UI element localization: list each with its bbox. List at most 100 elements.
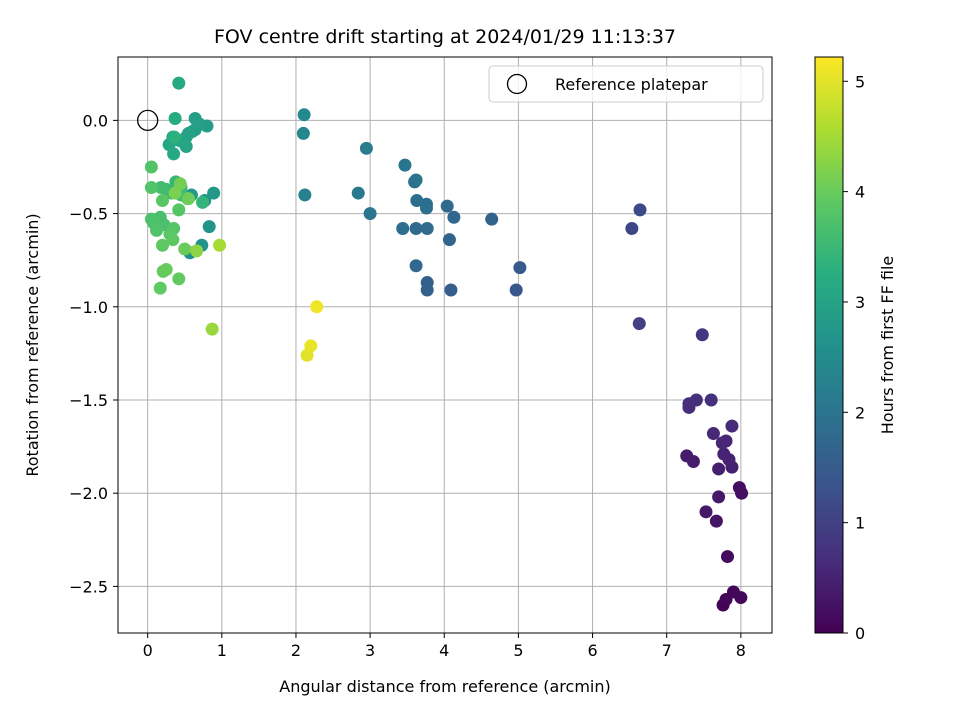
data-point bbox=[440, 199, 454, 213]
data-point bbox=[409, 221, 423, 235]
data-point bbox=[178, 242, 192, 256]
grid-lines bbox=[118, 57, 772, 633]
data-point bbox=[159, 263, 173, 277]
x-tick-label: 8 bbox=[736, 641, 746, 660]
colorbar-tick-label: 1 bbox=[855, 514, 865, 533]
data-point bbox=[725, 419, 739, 433]
data-point bbox=[155, 194, 169, 208]
data-point bbox=[154, 180, 168, 194]
data-point bbox=[144, 180, 158, 194]
data-point bbox=[202, 220, 216, 234]
data-point bbox=[190, 244, 204, 258]
colorbar: 0 1 2 3 4 5 Hours from first FF file bbox=[814, 56, 897, 643]
data-point bbox=[166, 233, 180, 247]
x-tick-label: 4 bbox=[439, 641, 449, 660]
data-point bbox=[359, 141, 373, 155]
data-point bbox=[144, 160, 158, 174]
data-point bbox=[310, 300, 324, 314]
data-point bbox=[447, 210, 461, 224]
data-point bbox=[409, 173, 423, 187]
data-point bbox=[420, 276, 434, 290]
data-point bbox=[196, 195, 210, 209]
data-point bbox=[193, 117, 207, 131]
data-point bbox=[699, 505, 713, 519]
data-point bbox=[686, 455, 700, 469]
data-point bbox=[485, 212, 499, 226]
data-point bbox=[298, 188, 312, 202]
data-point bbox=[712, 490, 726, 504]
data-point bbox=[153, 281, 167, 295]
data-point bbox=[181, 192, 195, 206]
y-tick-label: −0.5 bbox=[69, 205, 108, 224]
data-point bbox=[168, 112, 182, 126]
data-point bbox=[633, 203, 647, 217]
colorbar-tick-label: 4 bbox=[855, 183, 865, 202]
y-tick-label: 0.0 bbox=[83, 111, 108, 130]
legend-marker-reference bbox=[506, 73, 528, 95]
data-point bbox=[706, 427, 720, 441]
data-point bbox=[172, 76, 186, 90]
y-axis-ticks: −2.5 −2.0 −1.5 −1.0 −0.5 0.0 bbox=[69, 111, 118, 596]
y-tick-label: −1.5 bbox=[69, 391, 108, 410]
data-point bbox=[717, 447, 731, 461]
data-point bbox=[704, 393, 718, 407]
data-point bbox=[632, 317, 646, 331]
colorbar-tick-label: 5 bbox=[855, 72, 865, 91]
data-point bbox=[296, 126, 310, 140]
reference-platepar-marker bbox=[137, 109, 159, 132]
data-point bbox=[155, 238, 169, 252]
x-tick-label: 0 bbox=[143, 641, 153, 660]
data-point bbox=[709, 514, 723, 528]
data-point bbox=[735, 486, 749, 500]
data-point bbox=[167, 130, 181, 144]
colorbar-tick-label: 2 bbox=[855, 403, 865, 422]
data-points bbox=[144, 76, 749, 612]
data-point bbox=[509, 283, 523, 297]
y-tick-label: −1.0 bbox=[69, 298, 108, 317]
data-point bbox=[409, 259, 423, 273]
legend-entry-reference-platepar: Reference platepar bbox=[555, 75, 708, 94]
data-point bbox=[398, 158, 412, 172]
x-tick-label: 2 bbox=[291, 641, 301, 660]
data-point bbox=[304, 339, 318, 353]
plot-frame bbox=[117, 56, 773, 634]
x-tick-label: 1 bbox=[217, 641, 227, 660]
data-point bbox=[168, 186, 182, 200]
data-point bbox=[150, 223, 164, 237]
data-point bbox=[420, 221, 434, 235]
data-point bbox=[689, 393, 703, 407]
data-point bbox=[207, 186, 221, 200]
x-tick-label: 6 bbox=[587, 641, 597, 660]
data-point bbox=[513, 261, 527, 275]
chart-title: FOV centre drift starting at 2024/01/29 … bbox=[214, 26, 676, 48]
y-tick-label: −2.0 bbox=[69, 484, 108, 503]
data-point bbox=[396, 221, 410, 235]
data-point bbox=[172, 203, 186, 217]
data-point bbox=[172, 272, 186, 286]
colorbar-tick-label: 3 bbox=[855, 293, 865, 312]
x-tick-label: 3 bbox=[365, 641, 375, 660]
y-tick-label: −2.5 bbox=[69, 577, 108, 596]
data-point bbox=[410, 194, 424, 208]
legend: Reference platepar bbox=[488, 65, 764, 103]
data-point bbox=[442, 233, 456, 247]
data-point bbox=[297, 108, 311, 122]
x-axis-label: Angular distance from reference (arcmin) bbox=[279, 677, 610, 696]
data-point bbox=[213, 238, 227, 252]
data-point bbox=[351, 186, 365, 200]
x-axis-ticks: 0 1 2 3 4 5 6 7 8 bbox=[143, 633, 746, 660]
y-axis-label: Rotation from reference (arcmin) bbox=[23, 213, 42, 476]
data-point bbox=[721, 550, 735, 564]
data-point bbox=[444, 283, 458, 297]
colorbar-label: Hours from first FF file bbox=[878, 256, 897, 435]
x-tick-label: 5 bbox=[513, 641, 523, 660]
legend-box bbox=[488, 65, 764, 103]
data-point bbox=[205, 322, 219, 336]
data-point bbox=[625, 221, 639, 235]
data-point bbox=[167, 147, 181, 161]
reference-marker-layer bbox=[137, 109, 159, 132]
data-point bbox=[712, 462, 726, 476]
x-tick-label: 7 bbox=[662, 641, 672, 660]
colorbar-tick-label: 0 bbox=[855, 624, 865, 643]
